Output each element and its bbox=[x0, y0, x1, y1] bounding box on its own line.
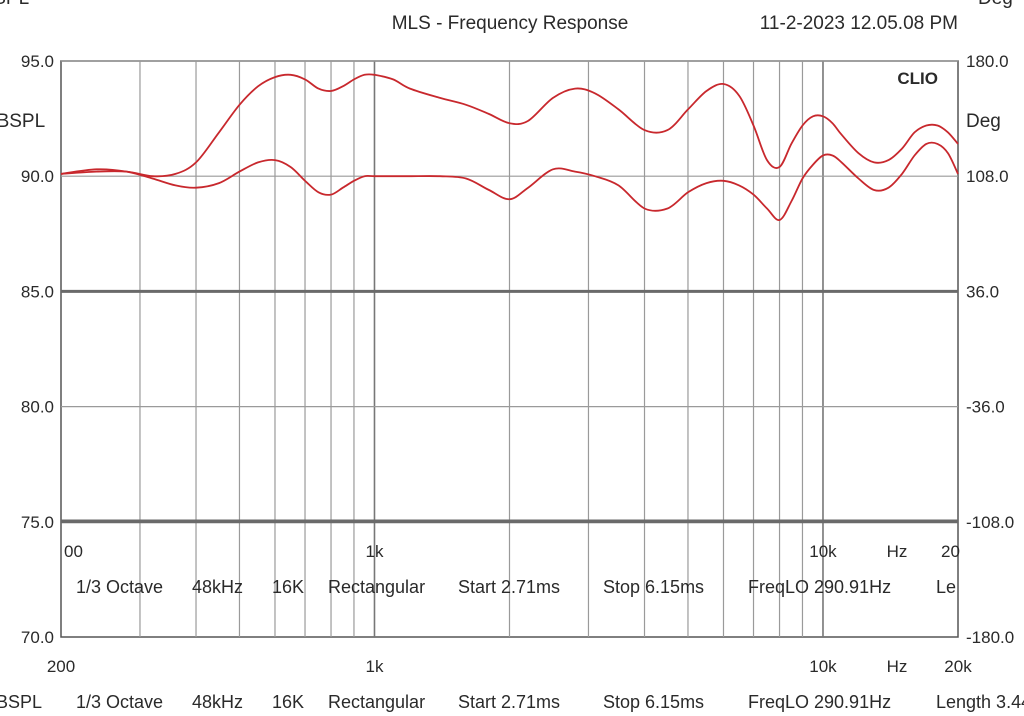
footer-info-item: 16K bbox=[272, 692, 304, 712]
overlay-info-item: FreqLO 290.91Hz bbox=[748, 577, 891, 597]
footer-info-line: 1/3 Octave 48kHz 16K Rectangular Start 2.71m… bbox=[76, 692, 1024, 712]
x-tick-label: 20k bbox=[944, 657, 972, 676]
overlay-info-line: 1/3 Octave 48kHz 16K Rectangular Start 2.71m… bbox=[76, 577, 956, 597]
overlay-info-item: Start 2.71ms bbox=[458, 577, 560, 597]
right-tick-label: 108.0 bbox=[966, 167, 1009, 186]
right-tick-label: 180.0 bbox=[966, 52, 1009, 71]
left-tick-label: 70.0 bbox=[21, 628, 54, 647]
footer-info-item: Rectangular bbox=[328, 692, 425, 712]
left-tick-label: 75.0 bbox=[21, 513, 54, 532]
overlay-x-tick-label: 20 bbox=[941, 542, 960, 561]
overlay-info-item: 1/3 Octave bbox=[76, 577, 163, 597]
overlay-hz-label: Hz bbox=[887, 542, 908, 561]
overlay-info-item: Stop 6.15ms bbox=[603, 577, 704, 597]
overlay-x-tick-label: 00 bbox=[64, 542, 83, 561]
overlay-x-axis-labels: 00 1k 10k 20 bbox=[64, 542, 960, 561]
footer-info-item: Stop 6.15ms bbox=[603, 692, 704, 712]
chart-title: MLS - Frequency Response bbox=[392, 13, 629, 34]
x-axis-unit-label: Hz bbox=[887, 657, 908, 676]
footer-info-item: FreqLO 290.91Hz bbox=[748, 692, 891, 712]
top-clipped-labels: dBSPL Deg bbox=[0, 0, 1013, 9]
left-tick-label: 85.0 bbox=[21, 282, 54, 301]
footer-info-item: Length 3.44ms bbox=[936, 692, 1024, 712]
series-line-1 bbox=[60, 73, 959, 178]
footer-info-item: 1/3 Octave bbox=[76, 692, 163, 712]
overlay-info-item: 16K bbox=[272, 577, 304, 597]
x-axis-tick-labels: 200 1k 10k 20k bbox=[47, 657, 972, 676]
right-tick-label: 36.0 bbox=[966, 282, 999, 301]
clio-logo: CLIO bbox=[897, 69, 938, 88]
x-tick-label: 200 bbox=[47, 657, 75, 676]
left-tick-label: 80.0 bbox=[21, 398, 54, 417]
right-tick-label: -180.0 bbox=[966, 628, 1014, 647]
timestamp: 11-2-2023 12.05.08 PM bbox=[760, 13, 958, 34]
right-tick-label: -36.0 bbox=[966, 398, 1005, 417]
left-tick-label: 95.0 bbox=[21, 52, 54, 71]
overlay-info-item: Rectangular bbox=[328, 577, 425, 597]
x-tick-label: 10k bbox=[809, 657, 837, 676]
x-tick-label: 1k bbox=[366, 657, 384, 676]
right-axis-ticks: 180.0 108.0 36.0 -36.0 -108.0 -180.0 bbox=[966, 52, 1014, 647]
left-axis-ticks: 95.0 90.0 85.0 80.0 75.0 70.0 bbox=[21, 52, 54, 647]
left-tick-label: 90.0 bbox=[21, 167, 54, 186]
footer-info-item: Start 2.71ms bbox=[458, 692, 560, 712]
footer-left-unit: dBSPL bbox=[0, 692, 42, 712]
footer-info-item: 48kHz bbox=[192, 692, 243, 712]
left-axis-unit: dBSPL bbox=[0, 111, 45, 132]
overlay-x-tick-label: 10k bbox=[809, 542, 837, 561]
overlay-info-item: 48kHz bbox=[192, 577, 243, 597]
series-group bbox=[60, 73, 959, 221]
series-line-2 bbox=[60, 141, 959, 221]
right-axis-unit: Deg bbox=[966, 111, 1001, 132]
right-tick-label: -108.0 bbox=[966, 513, 1014, 532]
overlay-x-tick-label: 1k bbox=[366, 542, 384, 561]
right-unit-top-clipped: Deg bbox=[978, 0, 1013, 9]
overlay-info-item: Le bbox=[936, 577, 956, 597]
left-unit-top-clipped: dBSPL bbox=[0, 0, 29, 9]
